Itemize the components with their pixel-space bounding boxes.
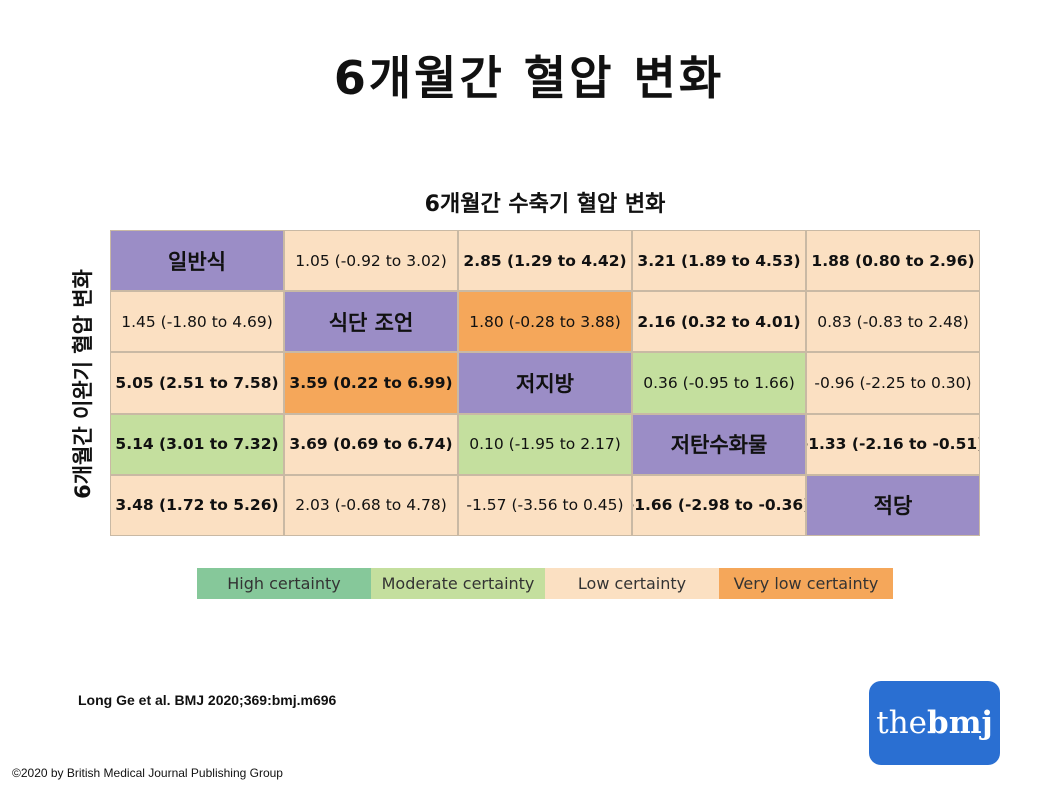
- comparison-cell: 3.21 (1.89 to 4.53): [632, 230, 806, 292]
- diet-label-cell: 적당: [806, 474, 980, 536]
- comparison-cell: 1.80 (-0.28 to 3.88): [458, 291, 632, 353]
- comparison-cell: 2.16 (0.32 to 4.01): [632, 291, 806, 353]
- comparison-cell: 0.83 (-0.83 to 2.48): [806, 291, 980, 353]
- comparison-cell: 3.48 (1.72 to 5.26): [110, 474, 284, 536]
- chart-title: 6개월간 수축기 혈압 변화: [424, 192, 666, 217]
- copyright: ©2020 by British Medical Journal Publish…: [12, 766, 283, 780]
- comparison-cell: 2.03 (-0.68 to 4.78): [284, 474, 458, 536]
- legend-item: Low certainty: [545, 568, 719, 599]
- comparison-cell: 2.85 (1.29 to 4.42): [458, 230, 632, 292]
- citation: Long Ge et al. BMJ 2020;369:bmj.m696: [78, 692, 337, 708]
- logo-bmj: bmj: [927, 705, 993, 741]
- legend-item: High certainty: [197, 568, 371, 599]
- comparison-cell: -0.96 (-2.25 to 0.30): [806, 352, 980, 414]
- comparison-cell: 0.36 (-0.95 to 1.66): [632, 352, 806, 414]
- comparison-cell: -1.66 (-2.98 to -0.36): [632, 474, 806, 536]
- page-title: 6개월간 혈압 변화: [333, 51, 725, 105]
- comparison-cell: 3.69 (0.69 to 6.74): [284, 413, 458, 475]
- legend-item: Moderate certainty: [371, 568, 545, 599]
- league-table: 일반식 1.05 (-0.92 to 3.02) 2.85 (1.29 to 4.4…: [110, 230, 980, 536]
- comparison-cell: 0.10 (-1.95 to 2.17): [458, 413, 632, 475]
- diet-label-cell: 저지방: [458, 352, 632, 414]
- certainty-legend: High certainty Moderate certainty Low cert…: [197, 568, 893, 599]
- diet-label-cell: 저탄수화물: [632, 413, 806, 475]
- logo-the: the: [876, 705, 928, 741]
- comparison-cell: 1.88 (0.80 to 2.96): [806, 230, 980, 292]
- comparison-cell: 1.45 (-1.80 to 4.69): [110, 291, 284, 353]
- comparison-cell: 5.14 (3.01 to 7.32): [110, 413, 284, 475]
- diet-label-cell: 일반식: [110, 230, 284, 292]
- comparison-cell: 1.05 (-0.92 to 3.02): [284, 230, 458, 292]
- comparison-cell: 3.59 (0.22 to 6.99): [284, 352, 458, 414]
- comparison-cell: 5.05 (2.51 to 7.58): [110, 352, 284, 414]
- diet-label-cell: 식단 조언: [284, 291, 458, 353]
- y-axis-label: 6개월간 이완기 혈압 변화: [71, 269, 95, 499]
- legend-item: Very low certainty: [719, 568, 893, 599]
- bmj-logo: the bmj: [869, 681, 1000, 765]
- comparison-cell: -1.57 (-3.56 to 0.45): [458, 474, 632, 536]
- comparison-cell: -1.33 (-2.16 to -0.51): [806, 413, 980, 475]
